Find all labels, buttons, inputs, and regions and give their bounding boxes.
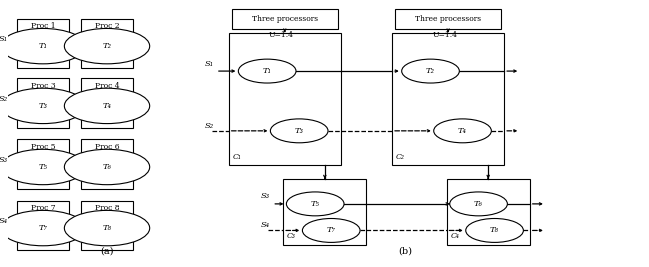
Text: Proc 7: Proc 7: [31, 204, 55, 212]
Ellipse shape: [238, 59, 296, 83]
Bar: [17, 201, 69, 250]
Ellipse shape: [0, 210, 86, 246]
Ellipse shape: [302, 218, 360, 242]
Bar: [17, 78, 69, 128]
Text: T₆: T₆: [103, 163, 112, 171]
Ellipse shape: [286, 192, 344, 216]
Text: T₅: T₅: [311, 200, 320, 208]
Ellipse shape: [0, 29, 86, 64]
Text: T₅: T₅: [38, 163, 47, 171]
Bar: [17, 19, 69, 68]
Text: U=1.4: U=1.4: [269, 31, 294, 39]
Text: S₄: S₄: [0, 217, 8, 225]
Ellipse shape: [64, 88, 150, 124]
Bar: [80, 139, 133, 189]
Text: T₁: T₁: [263, 67, 272, 75]
Text: T₃: T₃: [295, 127, 304, 135]
Bar: [80, 201, 133, 250]
Text: T₆: T₆: [474, 200, 483, 208]
Ellipse shape: [434, 119, 491, 143]
Text: T₁: T₁: [38, 42, 47, 50]
Text: Proc 6: Proc 6: [95, 143, 119, 151]
Text: S₁: S₁: [0, 35, 8, 43]
Text: C₂: C₂: [396, 153, 405, 160]
Bar: [80, 78, 133, 128]
Text: T₄: T₄: [103, 102, 112, 110]
Bar: [395, 9, 501, 29]
Text: Three processors: Three processors: [415, 15, 481, 23]
Ellipse shape: [0, 88, 86, 124]
Ellipse shape: [64, 210, 150, 246]
Bar: [447, 179, 530, 245]
Text: Proc 3: Proc 3: [31, 82, 55, 89]
Bar: [232, 9, 337, 29]
Text: Proc 5: Proc 5: [31, 143, 55, 151]
Text: T₂: T₂: [103, 42, 112, 50]
Bar: [283, 179, 367, 245]
Text: U=1.4: U=1.4: [432, 31, 458, 39]
Text: Proc 4: Proc 4: [95, 82, 119, 89]
Text: Proc 2: Proc 2: [95, 22, 119, 30]
Text: T₈: T₈: [490, 226, 499, 234]
Text: T₈: T₈: [103, 224, 112, 232]
Text: S₃: S₃: [261, 193, 270, 201]
Bar: [17, 139, 69, 189]
Bar: [80, 19, 133, 68]
Text: S₂: S₂: [204, 121, 214, 129]
Ellipse shape: [450, 192, 508, 216]
Text: S₂: S₂: [0, 95, 8, 103]
Text: (b): (b): [398, 247, 412, 256]
Text: (a): (a): [101, 247, 114, 256]
Text: T₃: T₃: [38, 102, 47, 110]
Text: C₁: C₁: [232, 153, 241, 160]
Text: T₇: T₇: [326, 226, 336, 234]
Bar: [228, 33, 341, 165]
Ellipse shape: [64, 29, 150, 64]
Bar: [392, 33, 504, 165]
Ellipse shape: [0, 149, 86, 185]
Ellipse shape: [466, 218, 523, 242]
Text: Proc 8: Proc 8: [95, 204, 119, 212]
Text: Three processors: Three processors: [252, 15, 318, 23]
Text: C₃: C₃: [287, 232, 296, 240]
Text: T₄: T₄: [458, 127, 467, 135]
Text: T₂: T₂: [426, 67, 435, 75]
Ellipse shape: [402, 59, 459, 83]
Text: T₇: T₇: [38, 224, 47, 232]
Text: S₃: S₃: [0, 156, 8, 164]
Text: S₁: S₁: [204, 60, 214, 68]
Text: S₄: S₄: [261, 221, 270, 229]
Ellipse shape: [64, 149, 150, 185]
Ellipse shape: [271, 119, 328, 143]
Text: C₄: C₄: [450, 232, 459, 240]
Text: Proc 1: Proc 1: [31, 22, 55, 30]
